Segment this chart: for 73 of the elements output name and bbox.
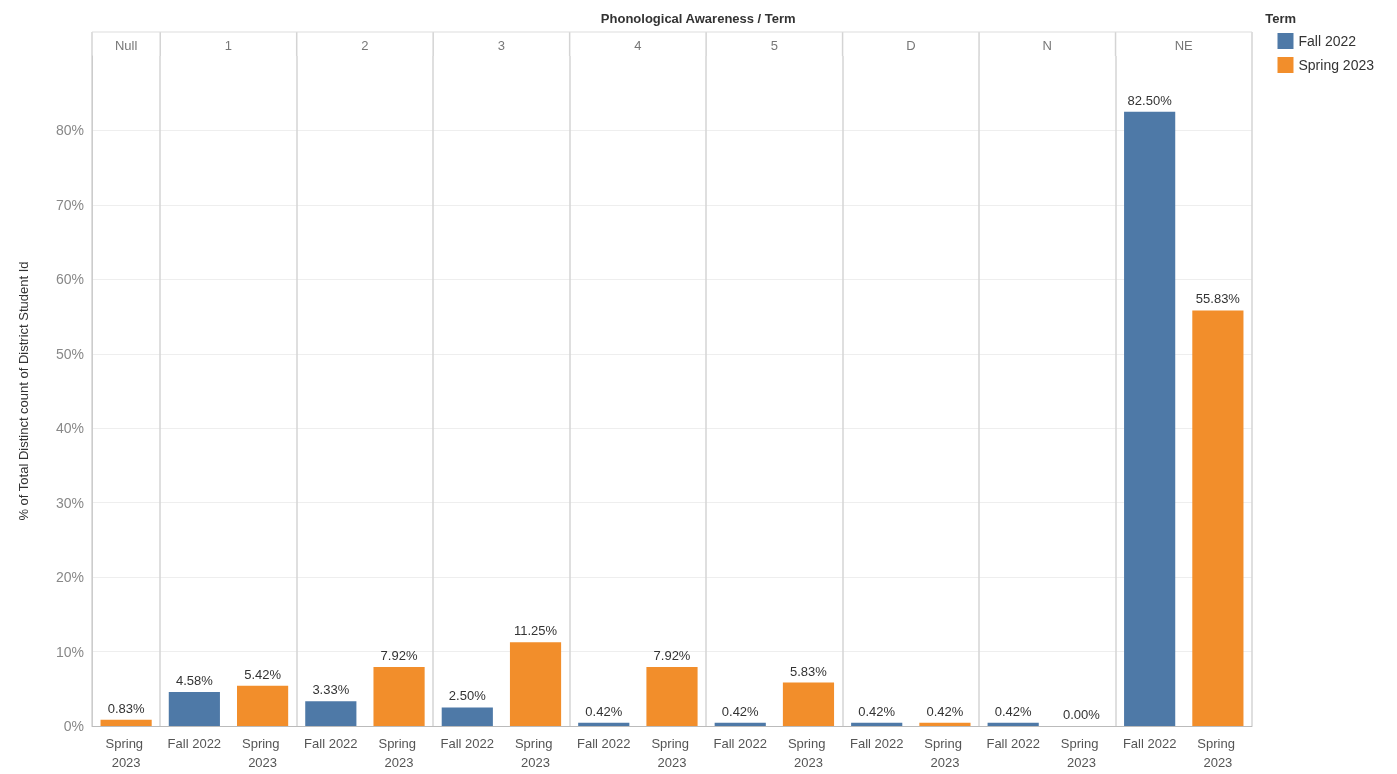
y-tick-label: 10% <box>55 643 84 660</box>
bar <box>509 642 562 726</box>
legend-label: Spring 2023 <box>1298 57 1375 73</box>
bar <box>851 722 903 726</box>
data-label: 11.25% <box>513 623 558 639</box>
text: 2 <box>361 37 369 53</box>
data-label: 0.83% <box>107 700 145 716</box>
data-label: 7.92% <box>653 648 691 664</box>
bar <box>646 667 698 726</box>
x-tick-label: Fall 2022 <box>1122 736 1177 751</box>
x-tick-label: Spring 2023 <box>651 736 693 770</box>
data-label: 82.50% <box>1127 92 1173 108</box>
text: N <box>1042 37 1052 53</box>
x-tick-label: Spring 2023 <box>1060 736 1103 770</box>
bar <box>782 682 835 726</box>
x-tick-label: Fall 2022 <box>304 736 358 751</box>
x-tick-label: Fall 2022 <box>713 736 767 751</box>
data-label: 0.00% <box>1062 707 1101 722</box>
x-tick-label: Fall 2022 <box>849 736 904 751</box>
data-label: 7.92% <box>380 648 418 664</box>
x-tick-label: Spring 2023 <box>787 736 830 770</box>
x-tick-label: Spring 2023 <box>241 736 284 770</box>
y-tick-label: 0% <box>63 718 84 734</box>
bar <box>919 722 971 726</box>
data-label: 0.42% <box>926 703 964 719</box>
x-tick-label: Fall 2022 <box>577 736 631 751</box>
legend-title: Term <box>1265 11 1296 26</box>
text: NE <box>1174 37 1194 53</box>
x-tick-label: Fall 2022 <box>986 736 1040 751</box>
bar <box>578 722 630 726</box>
x-tick-label: Spring 2023 <box>514 736 557 770</box>
text: Null <box>114 37 138 53</box>
data-label: 0.42% <box>858 703 896 719</box>
bar <box>168 691 220 726</box>
bar <box>987 722 1039 726</box>
y-tick-label: 80% <box>55 122 84 139</box>
y-tick-label: 30% <box>55 494 84 511</box>
bar <box>305 701 357 726</box>
text: 3 <box>497 37 506 53</box>
bar <box>100 719 152 726</box>
y-axis-title: % of Total Distinct count of District Student Id <box>16 261 31 521</box>
x-tick-label: Spring 2023 <box>924 736 966 770</box>
data-label: 0.42% <box>994 703 1033 719</box>
bar <box>373 667 425 726</box>
data-label: 0.42% <box>585 703 623 719</box>
y-tick-label: 60% <box>55 271 84 288</box>
text: 4 <box>634 37 642 53</box>
bar <box>441 707 493 726</box>
x-tick-label: Spring 2023 <box>378 736 420 770</box>
y-tick-label: 20% <box>55 569 84 586</box>
x-tick-label: Fall 2022 <box>440 736 495 751</box>
data-label: 2.50% <box>448 688 487 704</box>
bar <box>714 722 766 726</box>
y-tick-label: 50% <box>55 345 84 362</box>
bar <box>237 685 289 726</box>
data-label: 5.83% <box>790 663 828 679</box>
text: 5 <box>770 37 778 53</box>
x-tick-label: Spring 2023 <box>105 736 147 770</box>
text: 1 <box>224 37 233 53</box>
chart-title: Phonological Awareness / Term <box>600 11 796 26</box>
legend-label: Fall 2022 <box>1298 33 1357 49</box>
data-label: 55.83% <box>1195 291 1241 307</box>
bar <box>1124 111 1176 726</box>
x-tick-label: Spring 2023 <box>1197 736 1239 770</box>
data-label: 3.33% <box>312 682 350 698</box>
x-tick-label: Fall 2022 <box>167 736 222 751</box>
y-tick-label: 70% <box>55 196 84 213</box>
data-label: 0.42% <box>721 703 760 719</box>
data-label: 4.58% <box>175 672 214 688</box>
bar <box>1192 310 1244 726</box>
text: D <box>906 37 916 53</box>
data-label: 5.42% <box>244 666 282 682</box>
y-tick-label: 40% <box>55 420 84 437</box>
